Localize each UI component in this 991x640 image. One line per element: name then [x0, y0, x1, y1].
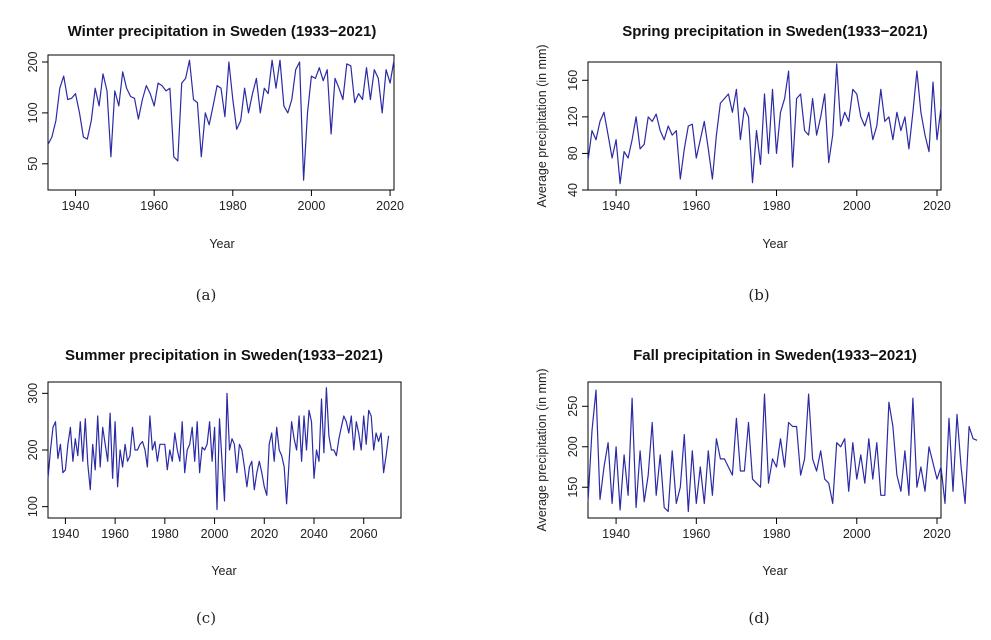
chart-c-xtick-label-1960: 1960 — [101, 527, 129, 541]
chart-d-xtick-label-1940: 1940 — [602, 527, 630, 541]
chart-panel-a: Winter precipitation in Sweden (1933−202… — [0, 0, 495, 320]
chart-d-ytick-label-200: 200 — [566, 436, 580, 457]
chart-a-series-line — [47, 59, 395, 181]
chart-c-ytick-label-200: 200 — [26, 440, 40, 461]
chart-panel-d: Fall precipitation in Sweden(1933−2021) … — [496, 320, 991, 640]
chart-b-title: Spring precipitation in Sweden(1933−2021… — [622, 23, 928, 40]
chart-c-xtick-label-2040: 2040 — [300, 527, 328, 541]
chart-a-plot-frame — [47, 54, 395, 191]
chart-b-plot-frame — [587, 61, 942, 191]
chart-d-title: Fall precipitation in Sweden(1933−2021) — [633, 347, 917, 364]
chart-b-xtick-label-1980: 1980 — [763, 199, 791, 213]
chart-a-svg: Winter precipitation in Sweden (1933−202… — [26, 23, 404, 304]
chart-a-xtick-label-1960: 1960 — [140, 199, 168, 213]
chart-c-xtick-label-2060: 2060 — [350, 527, 378, 541]
chart-c-caption: (c) — [196, 609, 216, 627]
chart-d-plot-frame — [587, 381, 942, 519]
chart-c-x-axis-label: Year — [211, 564, 236, 578]
chart-c-title: Summer precipitation in Sweden(1933−2021… — [65, 347, 383, 364]
chart-a-caption: (a) — [196, 286, 217, 304]
chart-d-xtick-label-2000: 2000 — [843, 527, 871, 541]
chart-d-svg: Fall precipitation in Sweden(1933−2021) … — [535, 347, 978, 627]
chart-b-xtick-label-1960: 1960 — [682, 199, 710, 213]
chart-a-xtick-label-1940: 1940 — [62, 199, 90, 213]
chart-a-title: Winter precipitation in Sweden (1933−202… — [68, 23, 377, 40]
chart-c-series-line — [47, 387, 390, 511]
chart-b-x-axis-label: Year — [762, 237, 787, 251]
chart-c-xtick-label-1940: 1940 — [51, 527, 79, 541]
chart-b-xtick-label-2000: 2000 — [843, 199, 871, 213]
chart-c-ytick-label-300: 300 — [26, 383, 40, 404]
chart-a-xtick-label-2000: 2000 — [298, 199, 326, 213]
chart-b-svg: Spring precipitation in Sweden(1933−2021… — [535, 23, 951, 304]
chart-c-svg: Summer precipitation in Sweden(1933−2021… — [26, 347, 402, 627]
chart-b-ytick-label-80: 80 — [566, 146, 580, 160]
chart-panel-b: Spring precipitation in Sweden(1933−2021… — [496, 0, 991, 320]
chart-d-xtick-label-1980: 1980 — [763, 527, 791, 541]
chart-d-ytick-label-250: 250 — [566, 396, 580, 417]
chart-c-xtick-label-2020: 2020 — [250, 527, 278, 541]
chart-b-y-axis-label: Average precipitation (in mm) — [535, 44, 549, 207]
chart-d-x-axis-label: Year — [762, 564, 787, 578]
chart-d-y-axis-label: Average precipitation (in mm) — [535, 368, 549, 531]
chart-b-xtick-label-1940: 1940 — [602, 199, 630, 213]
chart-a-ytick-label-200: 200 — [26, 52, 40, 73]
chart-b-xtick-label-2020: 2020 — [923, 199, 951, 213]
chart-b-caption: (b) — [748, 286, 769, 304]
chart-d-xtick-label-2020: 2020 — [923, 527, 951, 541]
chart-d-caption: (d) — [748, 609, 769, 627]
chart-c-ytick-label-100: 100 — [26, 496, 40, 517]
chart-b-series-line — [587, 63, 942, 185]
chart-d-ytick-label-150: 150 — [566, 477, 580, 498]
chart-a-xtick-label-1980: 1980 — [219, 199, 247, 213]
chart-c-xtick-label-1980: 1980 — [151, 527, 179, 541]
chart-c-xtick-label-2000: 2000 — [201, 527, 229, 541]
chart-a-xtick-label-2020: 2020 — [376, 199, 404, 213]
chart-b-ytick-label-40: 40 — [566, 183, 580, 197]
chart-a-ytick-label-50: 50 — [26, 157, 40, 171]
chart-d-xtick-label-1960: 1960 — [682, 527, 710, 541]
chart-d-series-line — [587, 389, 978, 513]
chart-b-ytick-label-120: 120 — [566, 106, 580, 127]
chart-a-ytick-label-100: 100 — [26, 102, 40, 123]
chart-panel-c: Summer precipitation in Sweden(1933−2021… — [0, 320, 495, 640]
chart-a-x-axis-label: Year — [209, 237, 234, 251]
chart-b-ytick-label-160: 160 — [566, 70, 580, 91]
